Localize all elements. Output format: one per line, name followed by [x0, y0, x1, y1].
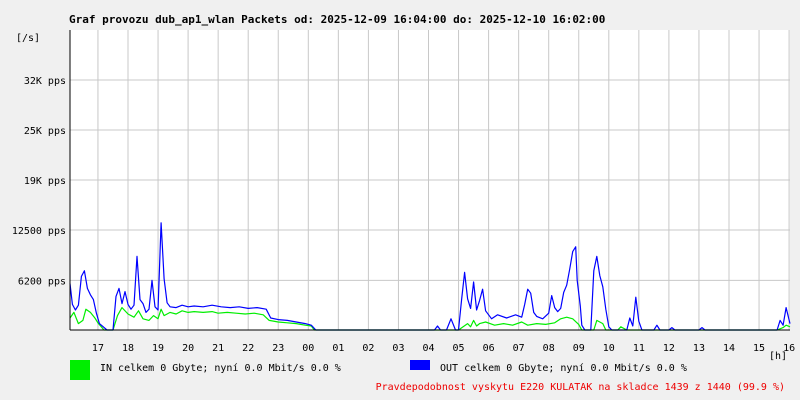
x-tick-label: 02 [362, 343, 374, 354]
legend-in-swatch [70, 360, 90, 380]
x-tick-label: 22 [242, 343, 254, 354]
y-tick-label: 19K pps [24, 176, 66, 187]
x-tick-label: 05 [453, 343, 465, 354]
legend-out-swatch [410, 360, 430, 370]
x-tick-label: 21 [212, 343, 224, 354]
y-tick-label: 6200 pps [18, 276, 66, 287]
x-tick-labels: 17 18 19 20 21 22 23 00 01 02 03 04 05 06 07 08 09 10 11 12… [92, 343, 795, 354]
x-tick-label: 16 [783, 343, 795, 354]
x-tick-label: 04 [422, 343, 434, 354]
x-tick-label: 01 [332, 343, 344, 354]
chart-title: Graf provozu dub_ap1_wlan Packets od: 20… [69, 13, 605, 26]
x-tick-label: 17 [92, 343, 104, 354]
y-tick-labels: 6200 pps 12500 pps 19K pps 25K pps 32K pps [12, 76, 66, 287]
x-tick-label: 14 [723, 343, 735, 354]
y-tick-label: 12500 pps [12, 226, 66, 237]
x-tick-label: 07 [513, 343, 525, 354]
x-tick-label: 09 [573, 343, 585, 354]
x-tick-label: 15 [753, 343, 765, 354]
x-tick-label: 11 [633, 343, 645, 354]
x-tick-label: 10 [603, 343, 615, 354]
footer-note: Pravdepodobnost vyskytu E220 KULATAK na … [376, 382, 785, 393]
x-tick-label: 08 [543, 343, 555, 354]
series-in-line [69, 307, 791, 331]
x-tick-label: 18 [122, 343, 134, 354]
y-axis-unit: [/s] [16, 33, 40, 44]
y-tick-label: 32K pps [24, 76, 66, 87]
x-tick-label: 03 [392, 343, 404, 354]
x-axis-unit: [h] [769, 351, 787, 362]
x-tick-label: 12 [663, 343, 675, 354]
x-tick-label: 19 [152, 343, 164, 354]
x-tick-label: 20 [182, 343, 194, 354]
grid [70, 30, 790, 330]
x-tick-label: 23 [272, 343, 284, 354]
x-tick-label: 06 [483, 343, 495, 354]
x-tick-label: 00 [302, 343, 314, 354]
x-tick-label: 13 [693, 343, 705, 354]
y-tick-label: 25K pps [24, 126, 66, 137]
legend-in-text: IN celkem 0 Gbyte; nyní 0.0 Mbit/s 0.0 % [100, 362, 341, 374]
legend-out-text: OUT celkem 0 Gbyte; nyní 0.0 Mbit/s 0.0 … [440, 362, 687, 374]
